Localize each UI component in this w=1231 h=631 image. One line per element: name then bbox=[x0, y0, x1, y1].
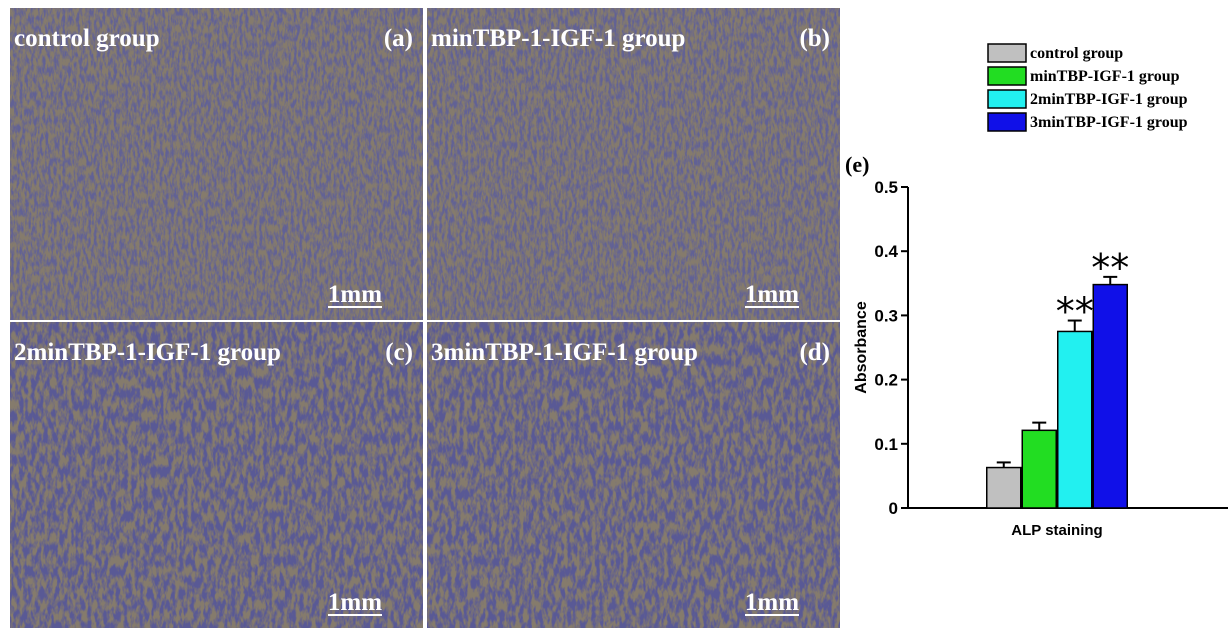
y-tick-label: 0.4 bbox=[874, 242, 898, 261]
legend-label: 3minTBP-IGF-1 group bbox=[1030, 114, 1188, 131]
stain-texture bbox=[10, 322, 423, 628]
bar bbox=[1058, 331, 1092, 508]
panel-label: (d) bbox=[799, 339, 830, 366]
panel-label: (b) bbox=[799, 25, 830, 52]
bar bbox=[1022, 430, 1056, 508]
y-axis-label: Absorbance bbox=[853, 301, 870, 394]
bar bbox=[1093, 285, 1127, 508]
y-tick-label: 0.3 bbox=[874, 306, 898, 325]
micrograph: 3minTBP-1-IGF-1 group (d) 1mm bbox=[427, 322, 840, 628]
scale-bar-label: 1mm bbox=[745, 589, 799, 616]
legend-swatch bbox=[988, 67, 1026, 85]
panel-title: minTBP-1-IGF-1 group bbox=[431, 25, 685, 52]
significance-label: ** bbox=[1091, 246, 1129, 290]
x-tick-label: ALP staining bbox=[1011, 522, 1102, 539]
significance-label: ** bbox=[1056, 290, 1094, 334]
micrograph: 2minTBP-1-IGF-1 group (c) 1mm bbox=[10, 322, 423, 628]
panel-title: control group bbox=[14, 25, 160, 52]
micrograph: minTBP-1-IGF-1 group (b) 1mm bbox=[427, 8, 840, 320]
y-tick-label: 0 bbox=[889, 499, 898, 518]
micrograph: control group (a) 1mm bbox=[10, 8, 423, 320]
legend-swatch bbox=[988, 113, 1026, 131]
stain-texture bbox=[10, 8, 423, 320]
page: control group (a) 1mm minTBP-1-IGF-1 group (… bbox=[0, 0, 1231, 631]
micrographs: control group (a) 1mm minTBP-1-IGF-1 group (… bbox=[10, 8, 840, 628]
panel-title: 3minTBP-1-IGF-1 group bbox=[431, 339, 698, 366]
bar-chart: (e) 0 0.1 0.2 0.3 0.4 0.5 Absorbance ALP stainin… bbox=[845, 44, 1228, 539]
scale-bar-label: 1mm bbox=[328, 589, 382, 616]
bar bbox=[987, 468, 1021, 508]
panel-title: 2minTBP-1-IGF-1 group bbox=[14, 339, 281, 366]
panel-label: (e) bbox=[845, 152, 869, 177]
figure: control group (a) 1mm minTBP-1-IGF-1 group (… bbox=[0, 0, 1231, 631]
panel-label: (a) bbox=[384, 25, 413, 52]
scale-bar-label: 1mm bbox=[328, 281, 382, 308]
scale-bar-label: 1mm bbox=[745, 281, 799, 308]
legend-label: control group bbox=[1030, 45, 1123, 62]
stain-texture bbox=[427, 322, 840, 628]
legend-swatch bbox=[988, 90, 1026, 108]
legend-swatch bbox=[988, 44, 1026, 62]
y-tick-label: 0.5 bbox=[874, 178, 898, 197]
y-tick-label: 0.1 bbox=[874, 435, 898, 454]
y-tick-label: 0.2 bbox=[874, 371, 898, 390]
stain-texture bbox=[427, 8, 840, 320]
panel-label: (c) bbox=[385, 339, 413, 366]
legend-label: 2minTBP-IGF-1 group bbox=[1030, 91, 1188, 108]
legend-label: minTBP-IGF-1 group bbox=[1030, 68, 1180, 85]
